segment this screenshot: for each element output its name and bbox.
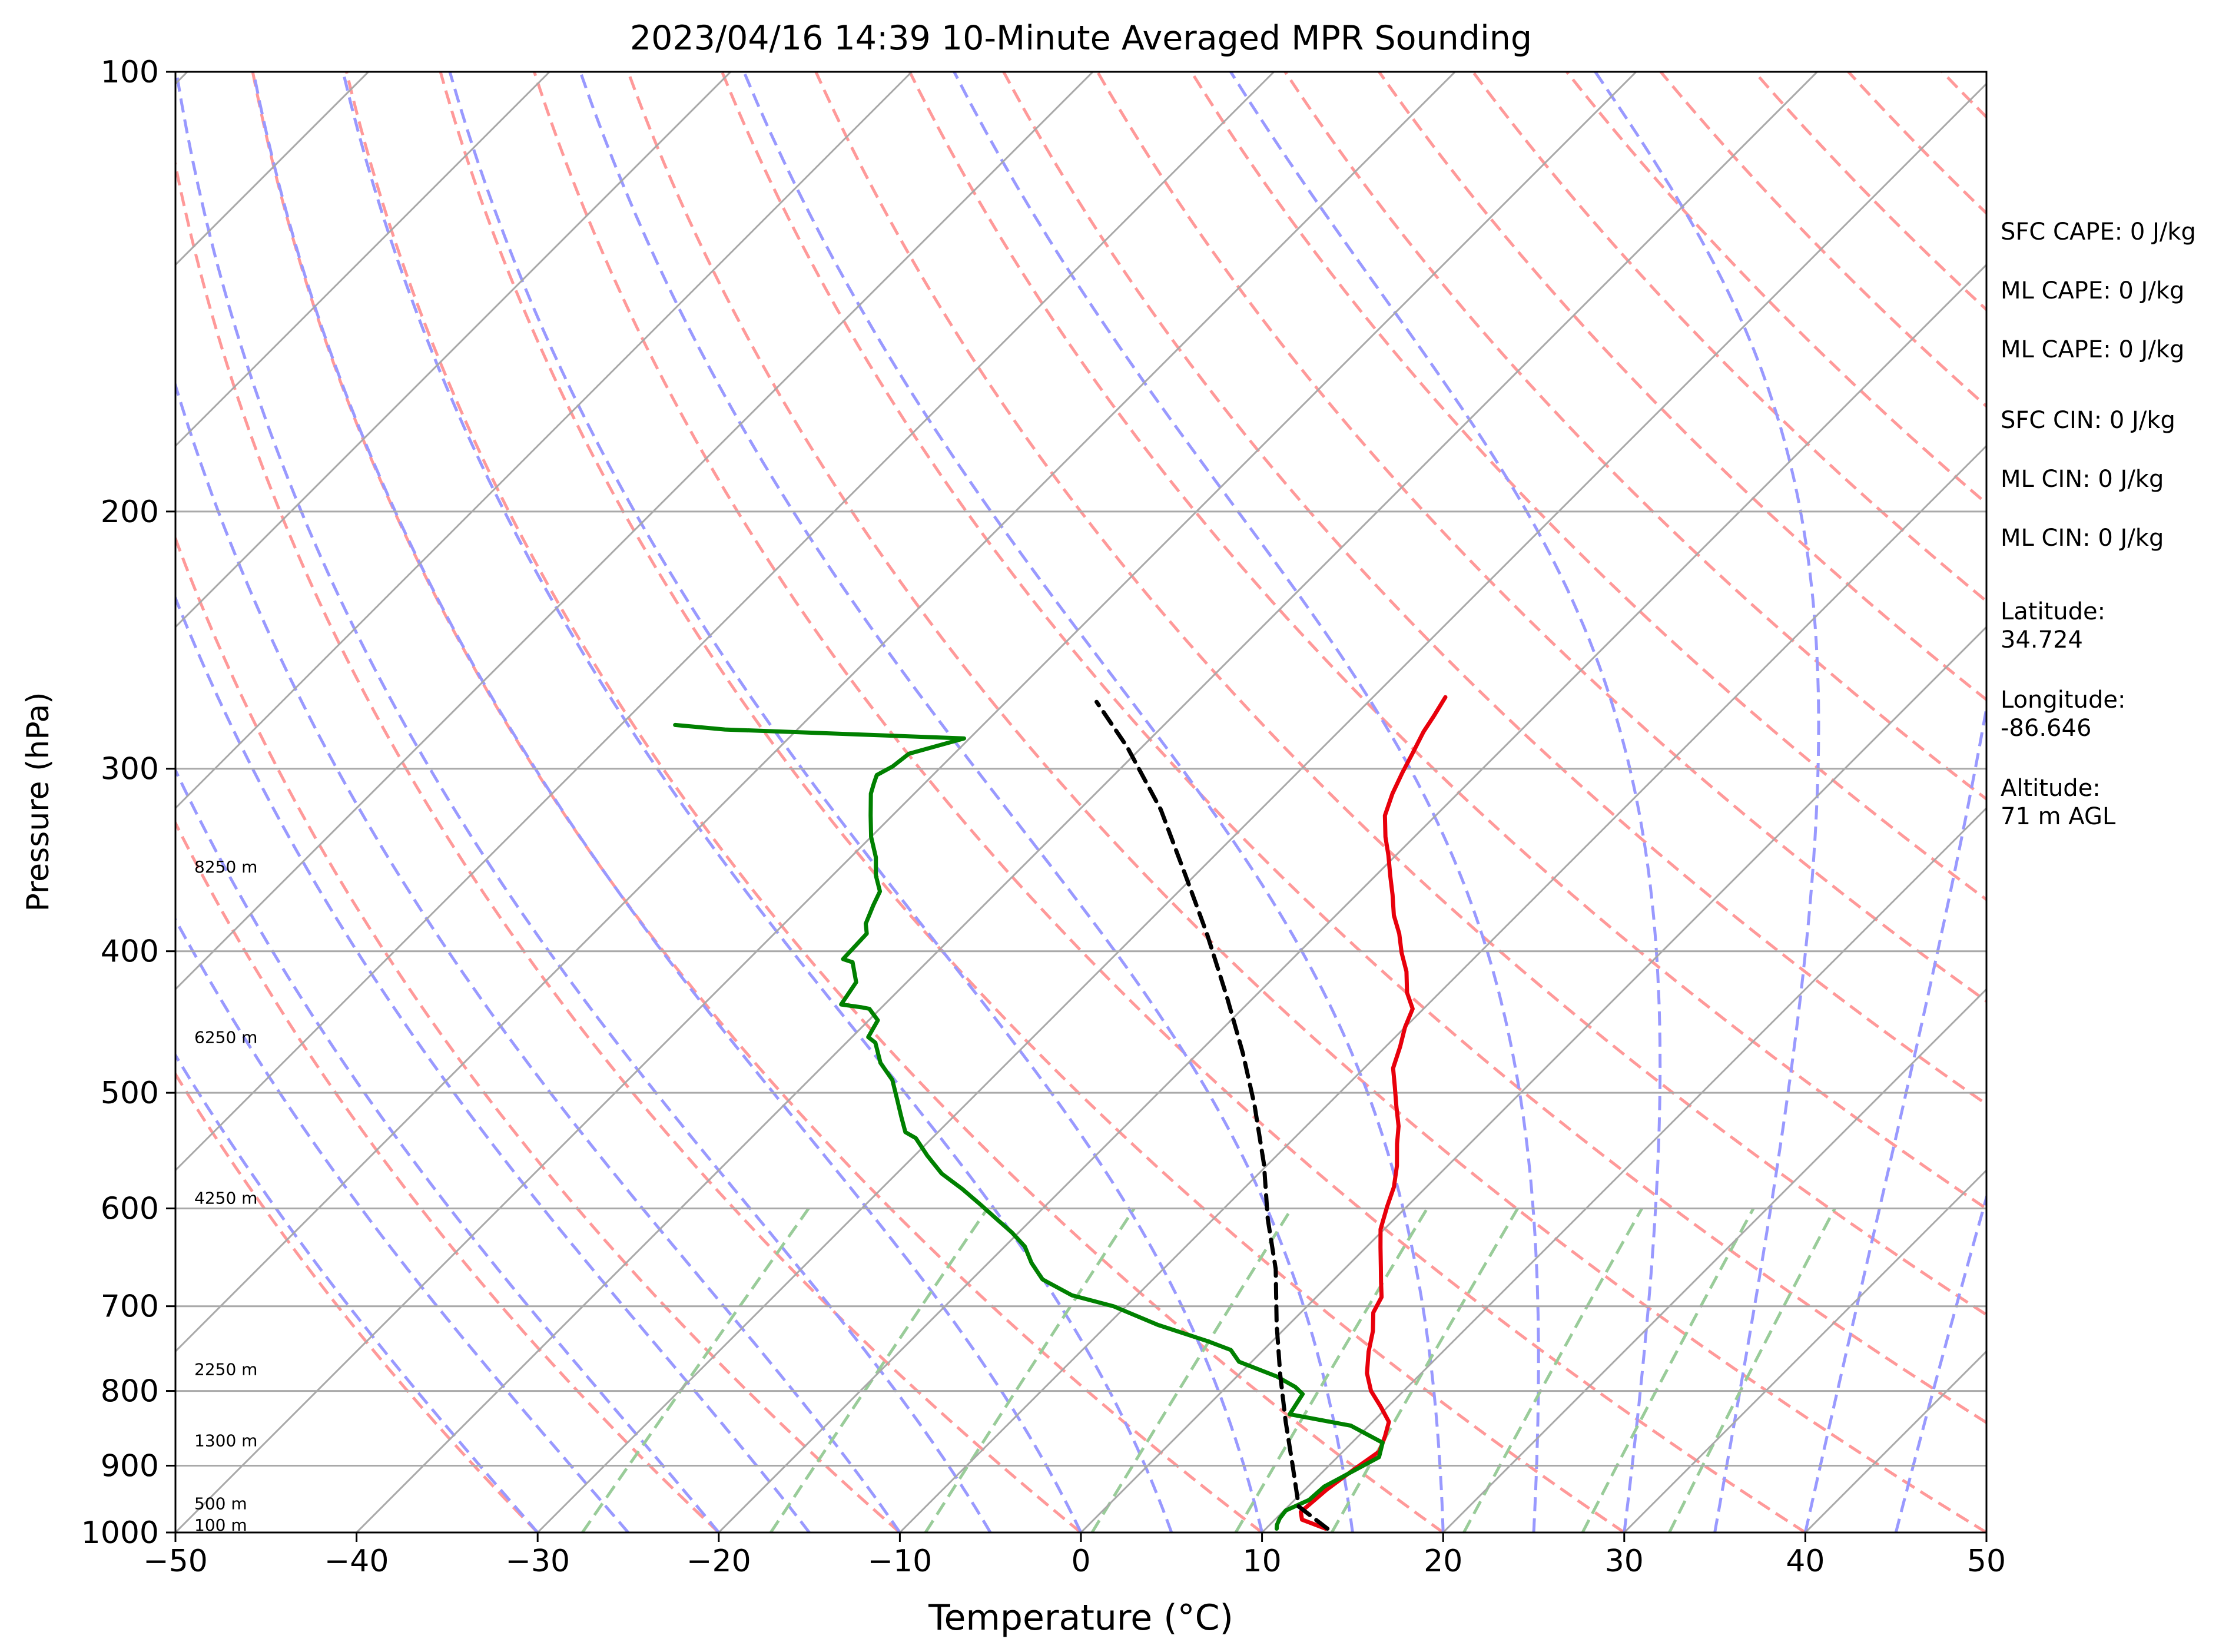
isotherm-line xyxy=(899,444,1986,1532)
mixing-ratio-line xyxy=(1668,1208,1836,1532)
height-label: 6250 m xyxy=(194,1028,257,1047)
isotherm-line xyxy=(175,72,1275,1172)
x-axis-label: Temperature (°C) xyxy=(928,1597,1233,1638)
moist-adiabat-line xyxy=(1229,72,1662,1532)
mixing-ratio-line xyxy=(581,1208,810,1532)
ml-cape-label-2: ML CAPE: 0 J/kg xyxy=(2001,336,2185,363)
mixing-ratio-line xyxy=(1462,1208,1643,1532)
dry-adiabat-line xyxy=(908,72,1986,1210)
isotherm-line xyxy=(1442,988,1986,1532)
x-tick-label: 10 xyxy=(1243,1544,1282,1579)
sfc-cin-label: SFC CIN: 0 J/kg xyxy=(2001,407,2175,434)
x-tick-label: 0 xyxy=(1071,1544,1090,1579)
longitude-label: Longitude: -86.646 xyxy=(2001,686,2126,742)
x-tick-label: −50 xyxy=(143,1544,208,1579)
height-label: 4250 m xyxy=(194,1189,257,1208)
isotherm-line xyxy=(175,72,913,810)
mixing-ratio-line xyxy=(769,1208,989,1532)
dry-adiabat-line xyxy=(533,72,1806,1532)
y-tick-label: 600 xyxy=(101,1192,159,1227)
mixing-ratio-line xyxy=(1581,1208,1755,1532)
moist-adiabat-line xyxy=(1894,1192,1986,1532)
y-tick-label: 500 xyxy=(101,1076,159,1111)
isotherm-line xyxy=(1623,1169,1986,1532)
x-tick-label: −30 xyxy=(505,1544,570,1579)
height-label: 1300 m xyxy=(194,1431,257,1451)
dry-adiabat-line xyxy=(175,534,901,1532)
moist-adiabat-line xyxy=(175,1052,539,1532)
y-tick-label: 1000 xyxy=(81,1515,159,1551)
dry-adiabat-line xyxy=(721,72,1986,1425)
isotherm-line xyxy=(356,72,1818,1532)
y-tick-label: 100 xyxy=(101,55,159,90)
moist-adiabat-line xyxy=(175,72,992,1532)
isotherm-line xyxy=(175,72,1456,1353)
isotherm-line xyxy=(175,72,1637,1532)
isotherm-line xyxy=(175,72,732,629)
height-label: 2250 m xyxy=(194,1360,257,1379)
ml-cin-label-2: ML CIN: 0 J/kg xyxy=(2001,525,2164,552)
dry-adiabat-line xyxy=(175,1071,539,1532)
parcel-profile-line xyxy=(1094,699,1330,1531)
ml-cin-label-1: ML CIN: 0 J/kg xyxy=(2001,466,2164,493)
dry-adiabat-line xyxy=(439,72,1626,1532)
moist-adiabat-line xyxy=(175,767,720,1532)
ml-cape-label-1: ML CAPE: 0 J/kg xyxy=(2001,277,2185,304)
y-tick-label: 800 xyxy=(101,1374,159,1409)
moist-adiabat-line xyxy=(175,594,811,1532)
moist-adiabat-line xyxy=(175,380,901,1532)
isotherm-line xyxy=(1261,807,1986,1532)
y-tick-label: 400 xyxy=(101,934,159,970)
sfc-cape-label: SFC CAPE: 0 J/kg xyxy=(2001,218,2196,246)
moist-adiabat-line xyxy=(252,72,1083,1532)
y-tick-label: 200 xyxy=(101,495,159,530)
moist-adiabat-line xyxy=(175,916,629,1532)
dry-adiabat-line xyxy=(345,72,1444,1532)
isotherm-line xyxy=(1080,625,1986,1532)
temperature-profile-line xyxy=(1298,695,1448,1531)
dry-adiabat-line xyxy=(814,72,1986,1317)
isotherm-line xyxy=(537,82,1986,1532)
y-tick-label: 300 xyxy=(101,752,159,787)
x-tick-label: 40 xyxy=(1786,1544,1825,1579)
x-tick-label: 50 xyxy=(1967,1544,2006,1579)
x-tick-label: 20 xyxy=(1424,1544,1462,1579)
moist-adiabat-line xyxy=(742,72,1445,1532)
x-tick-label: −20 xyxy=(686,1544,751,1579)
moist-adiabat-line xyxy=(1594,72,1820,1532)
dewpoint-profile-line xyxy=(673,722,1385,1531)
y-tick-label: 900 xyxy=(101,1448,159,1484)
altitude-label: Altitude: 71 m AGL xyxy=(2001,775,2116,830)
height-label: 500 m xyxy=(194,1494,247,1513)
isotherm-line xyxy=(718,263,1986,1532)
background-grid xyxy=(175,72,1986,1532)
mixing-ratio-line xyxy=(924,1208,1136,1532)
moist-adiabat-line xyxy=(1803,700,1986,1532)
axes: 100 m 500 m 1300 m 2250 m 4250 m 6250 m 8250 m… xyxy=(81,55,2006,1579)
dry-adiabat-line xyxy=(626,72,1986,1532)
isotherm-line xyxy=(175,72,550,447)
moist-adiabat-line xyxy=(953,72,1540,1532)
x-tick-label: −40 xyxy=(324,1544,389,1579)
latitude-label: Latitude: 34.724 xyxy=(2001,598,2106,653)
moist-adiabat-line xyxy=(341,72,1173,1532)
moist-adiabat-line xyxy=(448,72,1264,1532)
sounding-profiles xyxy=(673,695,1448,1531)
chart-title: 2023/04/16 14:39 10-Minute Averaged MPR … xyxy=(630,19,1532,58)
moist-adiabat-line xyxy=(579,72,1354,1532)
y-tick-label: 700 xyxy=(101,1289,159,1325)
dry-adiabat-line xyxy=(175,157,1082,1532)
x-tick-label: −10 xyxy=(868,1544,933,1579)
height-label: 8250 m xyxy=(194,857,257,877)
x-tick-label: 30 xyxy=(1605,1544,1644,1579)
height-label: 100 m xyxy=(194,1515,247,1535)
dry-adiabat-line xyxy=(1002,72,1986,1106)
y-axis-label: Pressure (hPa) xyxy=(21,692,56,912)
isotherm-line xyxy=(175,72,1094,991)
